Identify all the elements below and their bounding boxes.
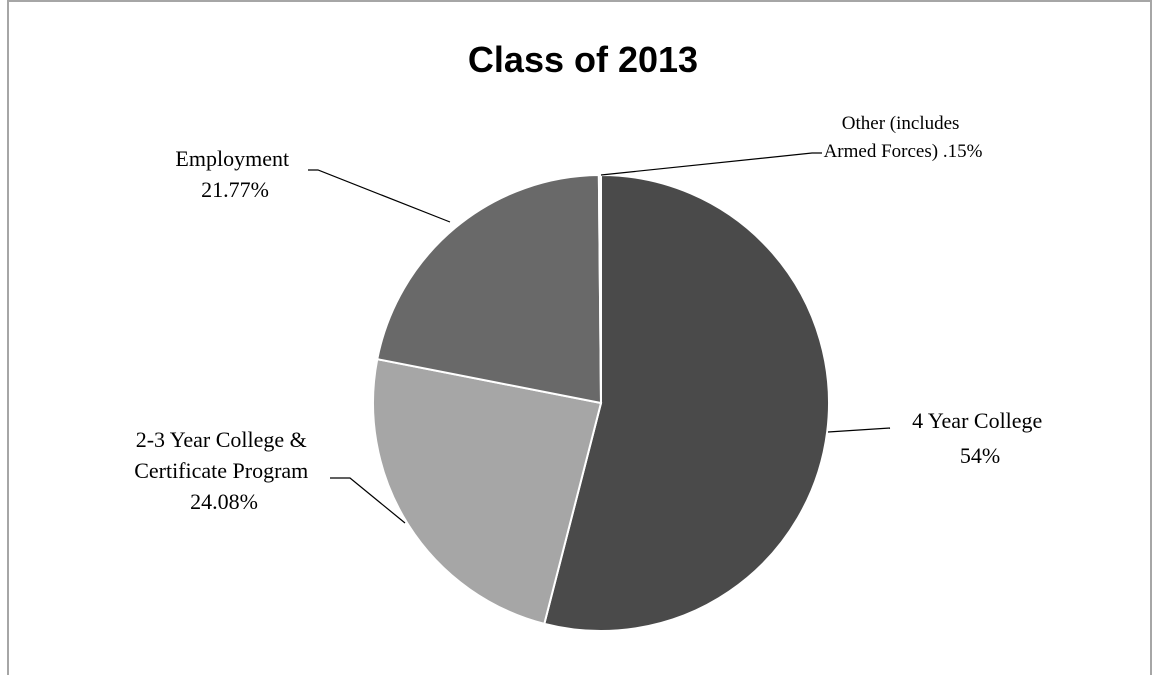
label-2-3-year-college-line2: Certificate Program xyxy=(134,458,308,483)
label-2-3-year-college-value: 24.08% xyxy=(190,489,258,514)
slice-4-year-college xyxy=(543,173,830,632)
label-4-year-college-line1: 4 Year College xyxy=(912,408,1042,433)
label-other-line1: Other (includes xyxy=(842,113,960,134)
slice-employment xyxy=(376,173,603,405)
label-4-year-college: 4 Year College 54% xyxy=(912,408,1048,468)
chart-title: Class of 2013 xyxy=(468,39,698,80)
leader-line-4-year-college xyxy=(827,427,891,433)
label-employment-line1: Employment xyxy=(175,146,289,171)
slice-2-3-year-college xyxy=(372,357,603,626)
slice-other xyxy=(597,173,602,404)
label-employment-value: 21.77% xyxy=(201,177,269,202)
label-2-3-year-college-line1: 2-3 Year College & xyxy=(136,427,307,452)
leader-line-2-3-year-college xyxy=(330,477,406,524)
label-other: Other (includes Armed Forces) .15% xyxy=(824,113,983,162)
label-2-3-year-college: 2-3 Year College & Certificate Program 2… xyxy=(134,427,314,514)
label-employment: Employment 21.77% xyxy=(175,146,294,202)
leader-line-other xyxy=(600,152,822,176)
leader-line-employment xyxy=(308,169,451,223)
label-other-line2: Armed Forces) .15% xyxy=(824,141,983,162)
pie-slices xyxy=(372,173,830,632)
label-4-year-college-value: 54% xyxy=(960,443,1000,468)
